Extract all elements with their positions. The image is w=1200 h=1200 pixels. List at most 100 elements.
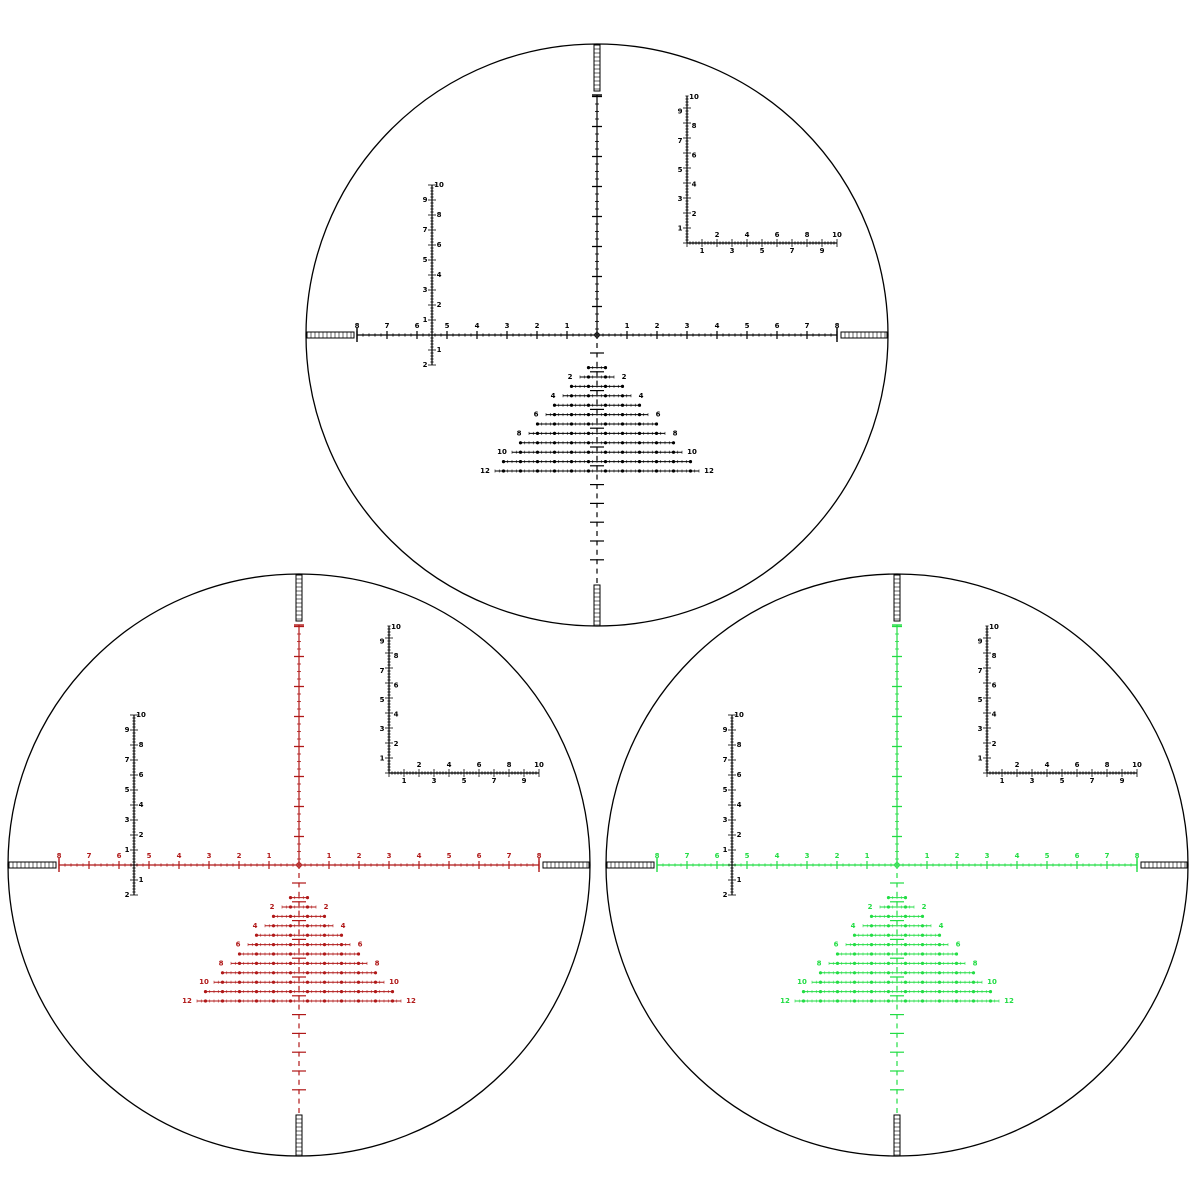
tree-dot [620,422,625,426]
v-scale-label: 8 [737,741,742,749]
tree-label: 10 [497,448,507,456]
tree-dot [835,952,840,956]
v-scale-label: 10 [434,181,444,189]
tree-dot [903,952,908,956]
tree-dot [569,403,574,407]
tree-dot [852,999,857,1003]
tree-dot [203,999,208,1003]
center-dot [894,862,900,868]
tree-dot [671,441,676,445]
h-scale-label: 6 [775,322,780,330]
tree-dot [373,971,378,975]
tree-dot [603,403,608,407]
tree-dot [237,999,242,1003]
tree-dot [356,961,361,966]
tree-label: 10 [797,978,807,986]
h-scale-label: 2 [535,322,540,330]
tree-dot [356,971,361,975]
tree-dot [637,403,642,407]
h-scale-label: 2 [835,852,840,860]
tree-dot [569,422,574,426]
corner-label: 4 [992,711,997,719]
v-scale-label: 9 [423,196,428,204]
h-scale-label: 6 [1075,852,1080,860]
v-scale-label: 6 [437,241,442,249]
tree-dot [620,441,625,445]
tree-dot [654,441,659,445]
h-scale-label: 7 [385,322,390,330]
tree-dot [903,905,908,909]
tree-dot [569,384,574,388]
corner-label: 1 [1000,777,1005,785]
tree-dot [305,961,310,966]
tree-label: 6 [656,411,661,419]
tree-label: 4 [253,922,258,930]
tree-dot [271,914,276,919]
tree-dot [801,999,806,1003]
tree-dot [305,905,310,909]
tree-dot [552,460,557,464]
corner-label: 3 [978,725,983,733]
tree-dot [886,980,891,984]
tree-dot [271,933,276,937]
corner-label: 6 [477,761,482,769]
post [1140,861,1188,869]
tree-dot [937,999,942,1003]
tree-label: 4 [551,392,556,400]
tree-dot [937,980,942,984]
h-scale-label: 8 [1135,852,1140,860]
corner-label: 4 [1045,761,1050,769]
tree-dot [271,980,276,984]
tree-label: 8 [375,959,380,967]
corner-label: 10 [534,761,544,769]
tree-dot [886,971,891,975]
tree-dot [988,999,993,1003]
tree-label: 2 [922,903,927,911]
corner-label: 10 [391,623,401,631]
tree-dot [637,413,642,417]
tree-dot [535,460,540,464]
tree-dot [322,924,327,928]
v-scale-label: 2 [139,831,144,839]
tree-dot [373,999,378,1003]
corner-label: 4 [447,761,452,769]
tree-dot [671,460,676,464]
h-scale-label: 4 [475,322,480,330]
tree-dot [801,990,806,994]
tree-dot [288,961,293,966]
tree-dot [254,971,259,975]
h-scale-label: 2 [655,322,660,330]
tree-dot [954,952,959,956]
corner-label: 10 [689,93,699,101]
tree-dot [937,971,942,975]
center-dot [594,332,600,338]
tree-dot [552,413,557,417]
tree-dot [254,933,259,937]
v-scale-label: 2 [437,301,442,309]
tree-dot [988,990,993,994]
corner-label: 1 [380,754,385,762]
tree-dot [852,952,857,956]
tree-dot [886,905,891,909]
v-scale-label: 5 [125,786,130,794]
corner-label: 9 [522,777,527,785]
tree-dot [954,980,959,984]
tree-dot [852,943,857,947]
tree-label: 10 [987,978,997,986]
tree-dot [603,450,608,454]
tree-dot [654,469,659,473]
h-scale-label: 2 [357,852,362,860]
tree-label: 6 [236,941,241,949]
h-scale-label: 7 [87,852,92,860]
tree-dot [886,952,891,956]
corner-label: 5 [380,696,385,704]
tree-dot [920,999,925,1003]
tree-dot [322,999,327,1003]
corner-label: 3 [1030,777,1035,785]
tree-dot [552,450,557,454]
tree-dot [305,980,310,984]
tree-dot [835,980,840,984]
tree-dot [818,999,823,1003]
tree-dot [569,460,574,464]
corner-label: 8 [1105,761,1110,769]
